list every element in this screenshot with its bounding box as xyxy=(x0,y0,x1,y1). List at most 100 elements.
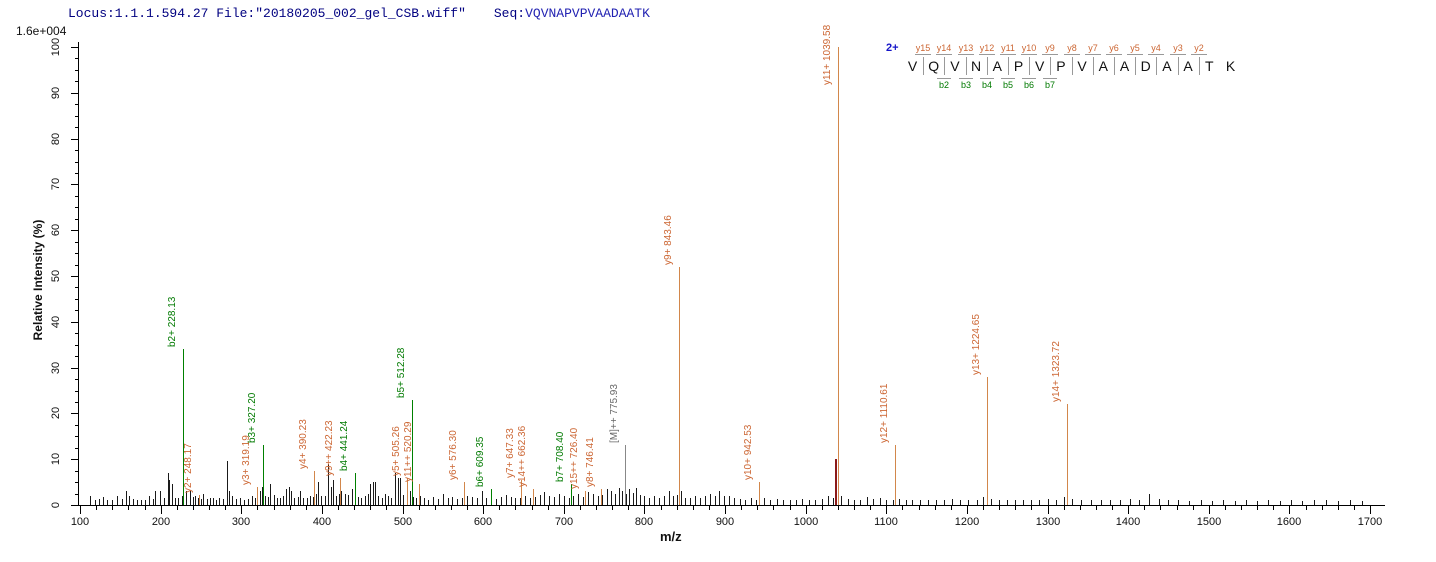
spectrum-noise-peak xyxy=(1268,500,1269,505)
y-tick xyxy=(75,356,78,357)
y-axis-title: Relative Intensity (%) xyxy=(31,219,45,341)
spectrum-noise-peak xyxy=(700,498,701,505)
spectrum-noise-peak xyxy=(416,498,417,505)
x-tick-label: 1200 xyxy=(954,516,980,528)
y-tick xyxy=(75,173,78,174)
y-tick xyxy=(75,253,78,254)
y-tick xyxy=(75,448,78,449)
spectrum-noise-peak xyxy=(920,500,921,505)
fragment-peak xyxy=(340,478,341,505)
x-tick xyxy=(112,506,113,510)
spectrum-noise-peak xyxy=(289,487,290,505)
spectrum-noise-peak xyxy=(999,500,1000,505)
y-tick xyxy=(75,436,78,437)
fragment-peak xyxy=(895,445,896,505)
spectrum-noise-peak xyxy=(448,498,449,505)
spectrum-noise-peak xyxy=(348,495,349,505)
y-tick xyxy=(75,391,78,392)
spectrum-noise-peak xyxy=(112,500,113,505)
fragment-peak-label: b7+ 708.40 xyxy=(555,431,566,482)
spectrum-noise-peak xyxy=(685,498,686,505)
spectrum-noise-peak xyxy=(1212,501,1213,505)
spectrum-noise-peak xyxy=(195,496,196,505)
spectrum-noise-peak xyxy=(477,498,478,505)
y-tick-label: 0 xyxy=(50,501,62,509)
spectrum-noise-peak xyxy=(398,478,399,505)
fragment-peak-label: y14+ 1323.72 xyxy=(1051,341,1062,402)
spectrum-noise-peak xyxy=(153,499,154,505)
spectrum-noise-peak xyxy=(681,491,682,505)
spectrum-noise-peak xyxy=(388,496,389,505)
x-tick xyxy=(919,506,920,510)
spectrum-noise-peak xyxy=(325,496,326,505)
fragment-peak-label: y11++ 520.29 xyxy=(403,421,414,482)
fragment-divider xyxy=(1135,57,1136,75)
spectrum-noise-peak xyxy=(636,488,637,505)
spectrum-noise-peak xyxy=(860,500,861,505)
y-tick-label: 60 xyxy=(50,223,62,237)
x-tick-label: 400 xyxy=(312,516,332,528)
fragment-peak xyxy=(314,471,315,505)
y-tick xyxy=(75,425,78,426)
x-tick xyxy=(274,506,275,510)
x-tick xyxy=(1370,506,1371,514)
x-tick xyxy=(1241,506,1242,510)
fragment-peak xyxy=(257,487,258,505)
y-tick-label: 30 xyxy=(50,361,62,375)
fragment-peak-label: y8+ 746.41 xyxy=(585,437,596,487)
spectrum-noise-peak xyxy=(602,495,603,505)
spectrum-noise-peak xyxy=(365,496,366,505)
fragment-peak-label: b6+ 609.35 xyxy=(475,436,486,487)
x-tick xyxy=(451,506,452,510)
y-tick xyxy=(75,379,78,380)
residue-letter: V xyxy=(1035,58,1045,74)
spectrum-noise-peak xyxy=(352,489,353,505)
spectrum-noise-peak xyxy=(190,491,191,505)
spectrum-noise-peak xyxy=(486,498,487,505)
y-tick xyxy=(75,265,78,266)
y-ion-label: y9 xyxy=(1042,43,1058,55)
x-tick-label: 200 xyxy=(151,516,171,528)
fragment-peak-label: y9+ 843.46 xyxy=(663,215,674,265)
spectrum-noise-peak xyxy=(593,494,594,505)
fragment-peak-label: y11+ 1039.58 xyxy=(822,24,833,85)
spectrum-noise-peak xyxy=(193,497,194,505)
spectrum-noise-peak xyxy=(198,498,199,505)
y-tick xyxy=(75,333,78,334)
x-tick xyxy=(161,506,162,514)
x-tick xyxy=(532,506,533,510)
fragment-peak-label: y7+ 647.33 xyxy=(505,428,516,478)
x-tick xyxy=(580,506,581,510)
spectrum-noise-peak xyxy=(540,495,541,505)
spectrum-noise-peak xyxy=(331,487,332,505)
x-tick xyxy=(951,506,952,510)
fragment-peak-label: y15++ 726.40 xyxy=(569,427,580,489)
fragment-divider xyxy=(987,57,988,75)
y-tick xyxy=(75,116,78,117)
x-tick xyxy=(822,506,823,510)
spectrum-noise-peak xyxy=(525,496,526,505)
x-axis-line xyxy=(78,505,1385,506)
spectrum-noise-peak xyxy=(1149,494,1150,505)
y-axis-line xyxy=(78,42,79,506)
y-tick-label: 100 xyxy=(50,37,62,57)
y-tick xyxy=(75,70,78,71)
x-tick xyxy=(1306,506,1307,510)
spectrum-noise-peak xyxy=(219,498,220,505)
spectrum-noise-peak xyxy=(622,491,623,505)
spectrum-noise-peak xyxy=(1056,500,1057,505)
spectrum-noise-peak xyxy=(496,499,497,505)
x-tick xyxy=(1225,506,1226,510)
y-ion-label: y3 xyxy=(1170,43,1186,55)
x-tick xyxy=(96,506,97,510)
x-tick xyxy=(419,506,420,510)
x-tick xyxy=(1289,506,1290,514)
x-tick xyxy=(306,506,307,510)
spectrum-noise-peak xyxy=(796,500,797,505)
spectrum-noise-peak xyxy=(1350,500,1351,505)
spectrum-noise-peak xyxy=(740,499,741,505)
spectrum-noise-peak xyxy=(1178,500,1179,505)
spectrum-noise-peak xyxy=(164,498,165,505)
fragment-peak xyxy=(183,349,184,505)
spectrum-noise-peak xyxy=(270,484,271,505)
